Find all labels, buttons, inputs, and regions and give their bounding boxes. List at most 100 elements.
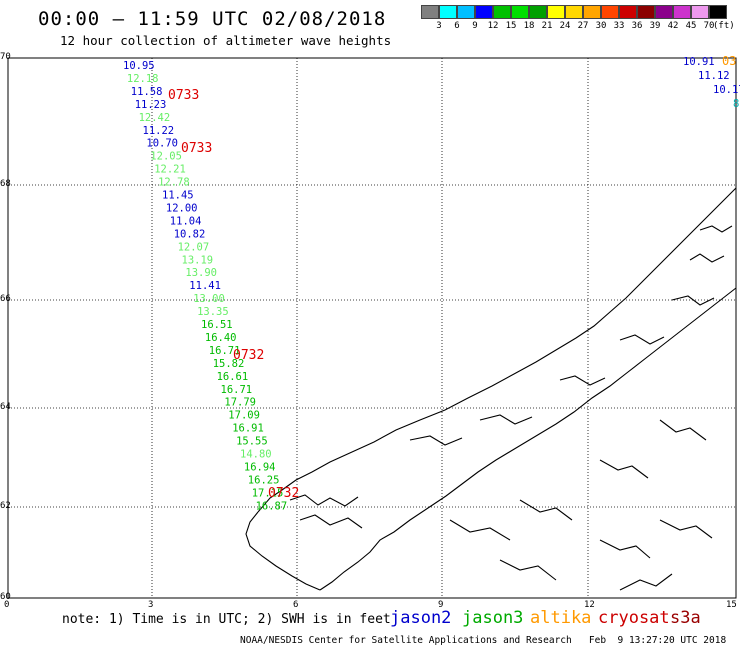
legend-swatch [511, 5, 529, 19]
wave-height-label: 11.41 [189, 280, 221, 292]
wave-height-label: 12.05 [150, 151, 182, 163]
map-grid [8, 58, 736, 598]
credit-text: NOAA/NESDIS Center for Satellite Applica… [240, 635, 572, 646]
wave-height-label: 17.09 [228, 410, 260, 422]
latitude-tick: 66 [0, 294, 11, 304]
latitude-tick: 68 [0, 179, 11, 189]
latitude-tick: 64 [0, 402, 11, 412]
wave-height-label: 16.91 [232, 423, 264, 435]
wave-height-label: 16.94 [244, 461, 276, 473]
wave-height-label: 10.70 [146, 138, 178, 150]
wave-height-label: 10.95 [123, 60, 155, 72]
legend-swatch [565, 5, 583, 19]
legend-label: 15 [505, 21, 517, 31]
wave-height-label: 12.78 [158, 177, 190, 189]
latitude-tick: 60 [0, 592, 11, 602]
satellite-name: s3a [670, 608, 701, 628]
legend-unit: (ft) [713, 21, 735, 31]
wave-height-label: 11.12 [698, 70, 730, 82]
footer-note: note: 1) Time is in UTC; 2) SWH is in fe… [62, 612, 391, 627]
legend-label: 18 [523, 21, 535, 31]
satellite-name: jason3 [462, 608, 524, 628]
legend-swatch [475, 5, 493, 19]
track-time-labels: 0733 0733 0732 0732 [168, 88, 299, 501]
legend-swatch [547, 5, 565, 19]
coastline [245, 187, 737, 591]
satellite-name: jason2 [390, 608, 452, 628]
longitude-tick: 12 [584, 600, 595, 610]
legend-swatch [691, 5, 709, 19]
wave-height-label: 12.00 [166, 202, 198, 214]
legend-swatch [457, 5, 475, 19]
right-track: 10.91 03 11.12 10.17 8 [683, 54, 740, 110]
map-subtitle: 12 hour collection of altimeter wave hei… [60, 33, 392, 48]
legend-label: 70 [703, 21, 715, 31]
legend-label: 21 [541, 21, 553, 31]
legend-label: 27 [577, 21, 589, 31]
pass-time-label: 0733 [168, 88, 199, 103]
legend-label: 24 [559, 21, 571, 31]
longitude-tick: 3 [148, 600, 154, 610]
legend-label: 39 [649, 21, 661, 31]
satellite-name: altika [530, 608, 592, 628]
wave-height-label: 11.22 [143, 125, 175, 137]
legend-label: 45 [685, 21, 697, 31]
wave-height-label: 15.82 [213, 358, 245, 370]
legend-swatch [673, 5, 691, 19]
legend-label: 33 [613, 21, 625, 31]
legend-label: 36 [631, 21, 643, 31]
wave-height-label: 16.71 [221, 384, 253, 396]
wave-height-label: 13.00 [193, 293, 225, 305]
longitude-tick: 0 [4, 600, 10, 610]
wave-height-label: 13.19 [182, 254, 214, 266]
wave-height-label: 16.40 [205, 332, 237, 344]
wave-height-label: 16.87 [256, 500, 288, 512]
satellite-name: cryosat [598, 608, 670, 628]
wave-height-label: 12.18 [127, 73, 159, 85]
wave-height-label: 10.91 [683, 56, 715, 68]
wave-height-label: 13.90 [185, 267, 217, 279]
color-legend: 3 6 9 12 15 18 21 24 27 30 33 36 39 42 45 70 [421, 5, 727, 31]
wave-height-label: 12.07 [178, 241, 210, 253]
legend-label: 3 [436, 21, 442, 31]
legend-swatch [529, 5, 547, 19]
wave-height-label: 12.21 [154, 164, 186, 176]
legend-label: 9 [472, 21, 478, 31]
pass-time-label: 0732 [233, 348, 264, 363]
map-title: 00:00 – 11:59 UTC 02/08/2018 [38, 8, 387, 30]
wave-height-label: 10.82 [174, 228, 206, 240]
timestamp: Feb 9 13:27:20 UTC 2018 [588, 635, 727, 646]
satellite-track: 10.9512.1811.5811.2312.4211.2210.7012.05… [123, 60, 287, 512]
legend-swatch [439, 5, 457, 19]
wave-height-label: 15.55 [236, 436, 268, 448]
legend-swatches [421, 5, 727, 19]
legend-label: 12 [487, 21, 499, 31]
legend-swatch [583, 5, 601, 19]
wave-height-label: 11.23 [135, 99, 167, 111]
legend-label: 6 [454, 21, 460, 31]
wave-height-label: 17.79 [224, 397, 256, 409]
legend-labels: 3 6 9 12 15 18 21 24 27 30 33 36 39 42 45 70 [421, 21, 727, 31]
legend-swatch [493, 5, 511, 19]
legend-swatch [601, 5, 619, 19]
longitude-tick: 6 [293, 600, 299, 610]
pass-time-label: 0733 [181, 141, 212, 156]
footer-credit: NOAA/NESDIS Center for Satellite Applica… [240, 635, 726, 646]
latitude-tick: 62 [0, 501, 11, 511]
wave-height-label: 10.17 [713, 84, 740, 96]
legend-swatch [421, 5, 439, 19]
legend-swatch [619, 5, 637, 19]
wave-height-label: 11.58 [131, 86, 163, 98]
legend-label: 30 [595, 21, 607, 31]
wave-height-label: 16.61 [217, 371, 249, 383]
legend-label: 42 [667, 21, 679, 31]
wave-height-label: 12.42 [139, 112, 171, 124]
wave-height-label: 16.25 [248, 474, 280, 486]
wave-height-label: 13.35 [197, 306, 229, 318]
legend-swatch [655, 5, 673, 19]
wave-height-label: 14.80 [240, 449, 272, 461]
pass-time-label: 0732 [268, 486, 299, 501]
wave-height-label: 17.15 [252, 487, 284, 499]
wave-height-label: 11.45 [162, 190, 194, 202]
